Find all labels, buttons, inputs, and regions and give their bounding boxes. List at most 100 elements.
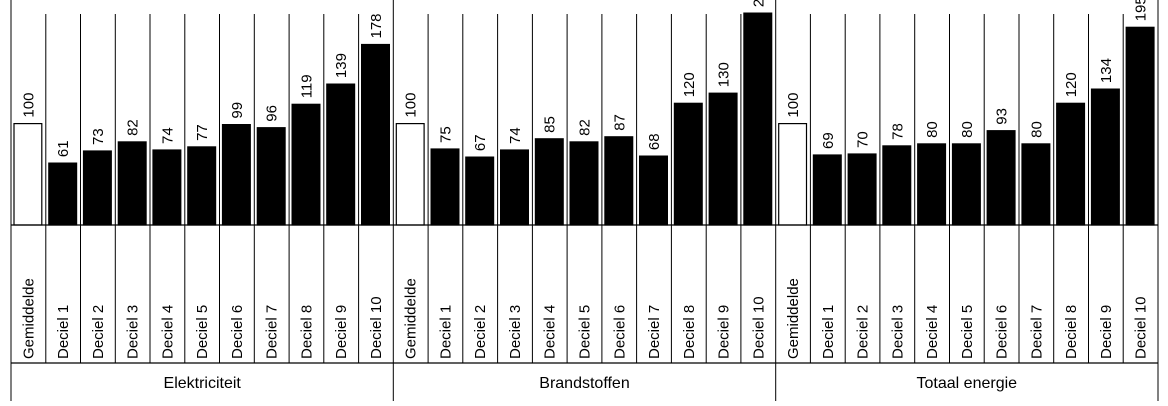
category-label-2-1: Deciel 1 <box>820 305 837 359</box>
category-label-1-4: Deciel 4 <box>542 305 559 359</box>
category-label-1-5: Deciel 5 <box>577 305 594 359</box>
category-label-0-5: Deciel 5 <box>194 305 211 359</box>
bar-value-label-1-5: 82 <box>577 119 594 136</box>
bar-1-9 <box>708 92 738 226</box>
bar-2-3 <box>882 145 912 226</box>
group-label-1: Brandstoffen <box>539 375 629 392</box>
bar-value-label-2-4: 80 <box>924 121 941 138</box>
bar-2-2 <box>847 153 877 226</box>
category-label-2-6: Deciel 6 <box>994 305 1011 359</box>
category-label-2-2: Deciel 2 <box>855 305 872 359</box>
group-label-2: Totaal energie <box>917 375 1018 392</box>
bar-0-1 <box>48 162 78 226</box>
category-label-1-8: Deciel 8 <box>681 305 698 359</box>
bar-2-1 <box>812 154 842 226</box>
category-label-1-2: Deciel 2 <box>472 305 489 359</box>
bar-1-2 <box>465 156 495 226</box>
category-label-1-0: Gemiddelde <box>403 278 420 359</box>
bar-value-label-2-5: 80 <box>959 121 976 138</box>
category-label-2-5: Deciel 5 <box>959 305 976 359</box>
bar-2-5 <box>951 143 981 226</box>
bar-value-label-1-1: 75 <box>438 126 455 143</box>
bar-1-4 <box>534 138 564 226</box>
bar-value-label-2-3: 78 <box>889 123 906 140</box>
category-label-1-6: Deciel 6 <box>611 305 628 359</box>
bar-value-label-0-8: 119 <box>298 74 315 98</box>
category-label-2-0: Gemiddelde <box>785 278 802 359</box>
bar-0-9 <box>326 83 356 226</box>
bar-value-label-0-0: 100 <box>20 93 37 118</box>
bar-value-label-0-9: 139 <box>333 53 350 78</box>
bar-1-1 <box>430 148 460 226</box>
bar-2-4 <box>917 143 947 226</box>
bar-0-4 <box>152 149 182 226</box>
category-label-2-4: Deciel 4 <box>924 305 941 359</box>
bar-value-label-2-0: 100 <box>785 93 802 118</box>
bar-value-label-2-7: 80 <box>1028 121 1045 138</box>
bar-0-5 <box>187 146 217 226</box>
category-label-2-8: Deciel 8 <box>1063 305 1080 359</box>
category-label-1-9: Deciel 9 <box>716 305 733 359</box>
category-label-1-3: Deciel 3 <box>507 305 524 359</box>
bar-value-label-0-4: 74 <box>159 127 176 144</box>
bar-value-label-0-2: 73 <box>90 128 107 145</box>
bar-2-6 <box>986 130 1016 226</box>
bar-2-9 <box>1090 88 1120 226</box>
bar-value-label-0-10: 178 <box>368 13 385 38</box>
bar-value-label-1-9: 130 <box>716 62 733 87</box>
category-label-0-2: Deciel 2 <box>90 305 107 359</box>
bar-value-label-0-3: 82 <box>125 119 142 136</box>
category-label-0-7: Deciel 7 <box>264 305 281 359</box>
bar-0-10 <box>361 43 391 226</box>
bar-value-label-1-4: 85 <box>542 116 559 133</box>
bar-value-label-0-7: 96 <box>264 105 281 122</box>
bar-value-label-0-1: 61 <box>55 140 72 157</box>
bar-value-label-1-2: 67 <box>472 134 489 151</box>
bar-value-label-1-0: 100 <box>403 93 420 118</box>
bar-0-2 <box>82 150 112 226</box>
bar-0-7 <box>256 127 286 226</box>
bar-value-label-1-6: 87 <box>611 114 628 131</box>
category-label-2-7: Deciel 7 <box>1028 305 1045 359</box>
bar-1-7 <box>638 155 668 226</box>
bar-value-label-1-3: 74 <box>507 127 524 144</box>
bar-1-10 <box>743 12 773 226</box>
bar-2-0 <box>778 122 808 226</box>
category-label-2-3: Deciel 3 <box>889 305 906 359</box>
bar-1-3 <box>500 149 530 226</box>
bar-value-label-2-9: 134 <box>1098 58 1115 83</box>
category-label-2-10: Deciel 10 <box>1133 296 1150 359</box>
category-label-0-6: Deciel 6 <box>229 305 246 359</box>
bar-value-label-1-8: 120 <box>681 72 698 97</box>
bar-0-0 <box>13 122 43 226</box>
bar-2-7 <box>1021 143 1051 226</box>
category-label-0-1: Deciel 1 <box>55 305 72 359</box>
category-label-1-1: Deciel 1 <box>438 305 455 359</box>
category-label-0-0: Gemiddelde <box>20 278 37 359</box>
bar-value-label-0-5: 77 <box>194 124 211 141</box>
bar-value-label-2-1: 69 <box>820 132 837 149</box>
category-label-0-8: Deciel 8 <box>298 305 315 359</box>
bar-value-label-1-7: 68 <box>646 133 663 150</box>
category-label-1-10: Deciel 10 <box>750 296 767 359</box>
bar-value-label-2-8: 120 <box>1063 72 1080 97</box>
bar-value-label-2-2: 70 <box>855 131 872 148</box>
bar-0-3 <box>117 141 147 226</box>
group-label-0: Elektriciteit <box>164 375 242 392</box>
bar-2-8 <box>1056 102 1086 226</box>
bar-value-label-2-6: 93 <box>994 108 1011 125</box>
category-label-0-3: Deciel 3 <box>125 305 142 359</box>
bar-1-8 <box>673 102 703 226</box>
bar-1-0 <box>395 122 425 226</box>
bar-1-6 <box>604 136 634 226</box>
bar-value-label-0-6: 99 <box>229 102 246 119</box>
category-label-0-10: Deciel 10 <box>368 296 385 359</box>
bar-value-label-2-10: 195 <box>1133 0 1150 21</box>
category-label-0-9: Deciel 9 <box>333 305 350 359</box>
bar-2-10 <box>1125 26 1155 226</box>
bar-0-8 <box>291 103 321 226</box>
category-label-1-7: Deciel 7 <box>646 305 663 359</box>
bar-0-6 <box>221 123 251 226</box>
